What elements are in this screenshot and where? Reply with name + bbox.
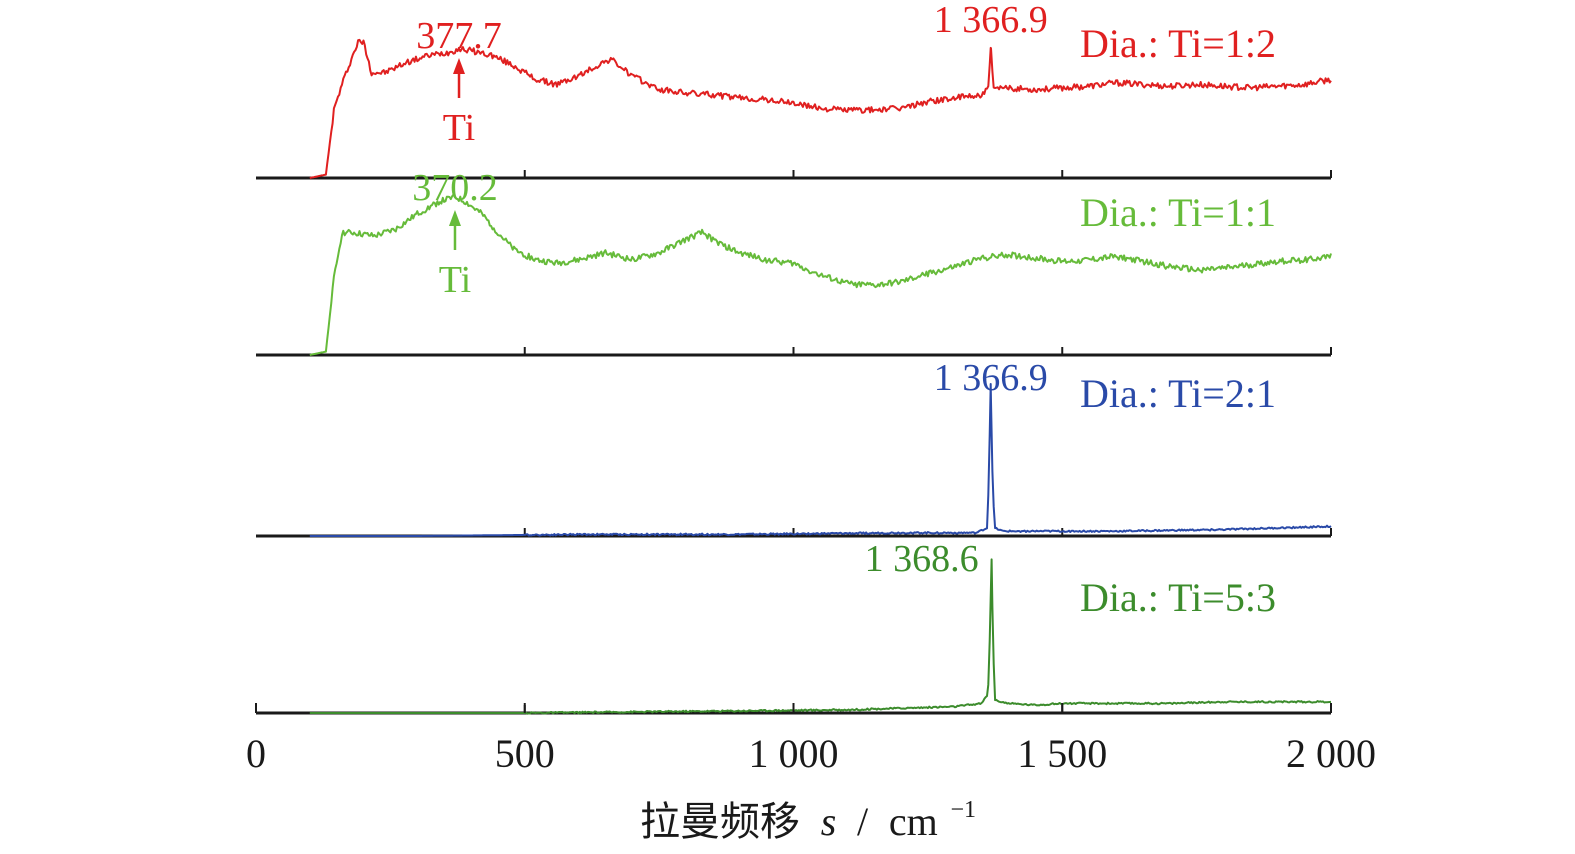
x-axis: 0 500 1 000 1 500 2 000 [246,703,1376,776]
spectrum-line [309,383,1332,537]
x-tick-label: 2 000 [1286,731,1376,776]
x-axis-label-prefix: 拉曼频移 [640,799,800,845]
peak-arrow-head [453,58,466,74]
x-tick-label: 500 [495,731,555,776]
spectrum-panel: Dia.: Ti=1:2 377.7 Ti 1 366.9 [256,0,1332,180]
peak-value-label: 370.2 [412,167,498,209]
series-legend-label: Dia.: Ti=1:2 [1080,21,1276,66]
x-axis-label-separator: / [857,799,869,844]
peak-marker-label: Ti [439,259,471,301]
spectrum-line [309,38,1332,179]
spectra-panels: Dia.: Ti=1:2 377.7 Ti 1 366.9 Dia.: Ti=1:1 37… [256,0,1332,715]
spectrum-line [309,193,1332,356]
peak-value-label: 377.7 [416,15,502,57]
x-axis-label-exponent: −1 [950,797,976,823]
spectrum-panel: Dia.: Ti=2:1 1 366.9 [256,357,1332,538]
peak-arrow-head [448,210,461,226]
peak-value-label: 1 366.9 [934,0,1048,41]
spectrum-line [309,558,1332,715]
x-axis-label-unit: cm [889,799,938,844]
x-tick-label: 0 [246,731,266,776]
peak-value-label: 1 368.6 [865,538,979,580]
peak-marker-label: Ti [443,107,475,149]
x-axis-label-symbol: s [821,799,837,844]
series-legend-label: Dia.: Ti=5:3 [1080,575,1276,620]
x-tick-label: 1 000 [749,731,839,776]
spectrum-panel: Dia.: Ti=1:1 370.2 Ti [256,167,1332,357]
x-tick-label: 1 500 [1017,731,1107,776]
peak-value-label: 1 366.9 [934,357,1048,399]
series-legend-label: Dia.: Ti=2:1 [1080,371,1276,416]
x-axis-label: 拉曼频移 s / cm −1 [640,797,976,845]
series-legend-label: Dia.: Ti=1:1 [1080,190,1276,235]
spectrum-panel: Dia.: Ti=5:3 1 368.6 [256,538,1332,715]
